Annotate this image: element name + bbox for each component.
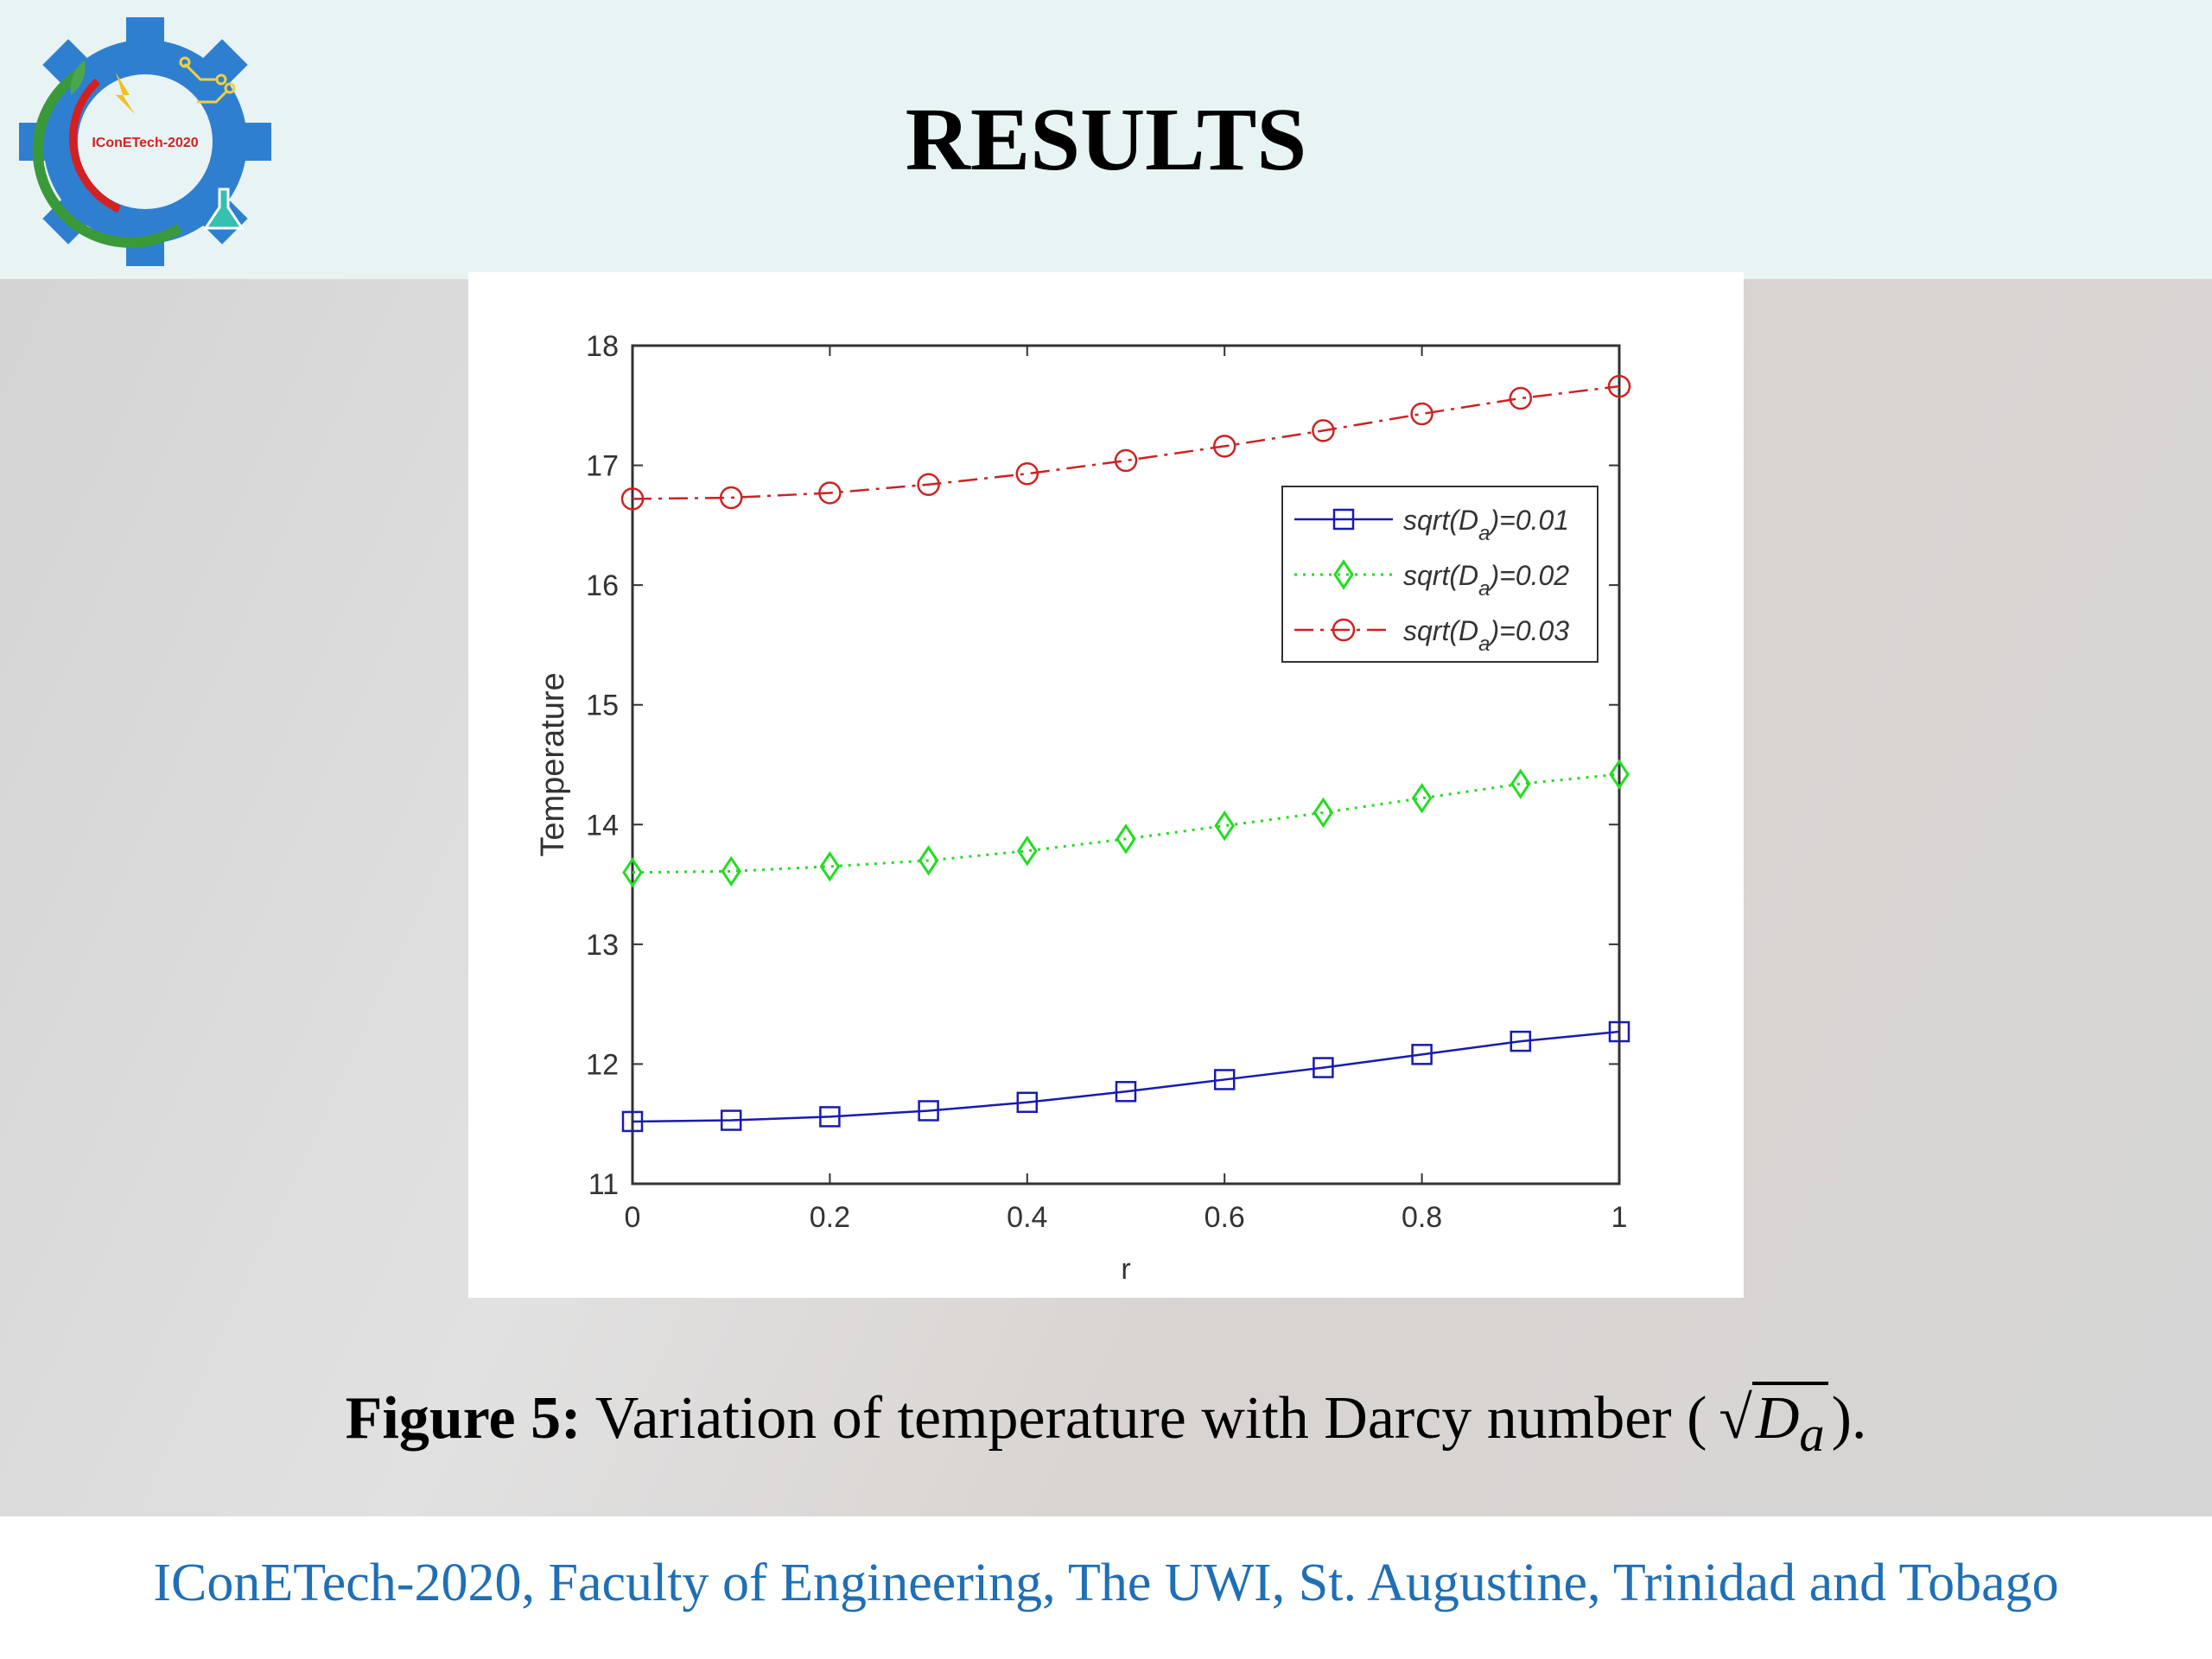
data-point (621, 1110, 644, 1133)
data-point (918, 1100, 939, 1122)
data-point (1015, 462, 1039, 486)
legend-marker (1332, 618, 1356, 642)
legend-marker (1333, 559, 1354, 590)
data-point (620, 487, 645, 511)
leaf-icon (70, 60, 86, 95)
series-line (632, 772, 1620, 874)
y-tick-label: 11 (588, 1168, 619, 1201)
data-point (1608, 1020, 1630, 1043)
legend-label: sqrt(Da)=0.01 (1403, 505, 1569, 545)
data-point (719, 486, 743, 510)
caption-lead: Figure 5: (345, 1385, 582, 1452)
slide-footer: IConETech-2020, Faculty of Engineering, … (0, 1516, 2212, 1659)
x-tick-label: 0.2 (810, 1201, 850, 1234)
y-tick-label: 14 (586, 809, 619, 842)
slide-title: RESULTS (905, 90, 1307, 189)
y-tick-label: 13 (586, 929, 619, 962)
data-point (1510, 1030, 1532, 1052)
x-tick-label: 0.8 (1402, 1201, 1442, 1234)
series-layer (620, 374, 1631, 1133)
caption-close: ). (1831, 1385, 1867, 1452)
slide-header: IConETech-2020 RESULTS (0, 0, 2212, 279)
data-point (917, 473, 940, 496)
legend-marker (1332, 508, 1355, 531)
series-1 (621, 1020, 1630, 1133)
footer-text: IConETech-2020, Faculty of Engineering, … (153, 1554, 2059, 1612)
data-point (721, 855, 742, 887)
iconetech-logo: IConETech-2020 (19, 17, 271, 266)
data-point (720, 1109, 742, 1131)
data-point (918, 845, 939, 876)
data-point (1114, 448, 1138, 473)
series-3 (620, 374, 1631, 511)
x-axis-label: r (1121, 1253, 1130, 1286)
data-point (1214, 810, 1236, 842)
sqrt-expression: √Da (1719, 1382, 1828, 1465)
data-point (818, 481, 842, 505)
data-point (1116, 823, 1136, 855)
legend-label: sqrt(Da)=0.02 (1403, 560, 1569, 601)
chart-figure: 0 0.2 0.4 0.6 0.8 1 11 12 13 14 15 16 17 18 r Tempera… (468, 272, 1744, 1298)
data-point (1411, 1044, 1433, 1065)
chart-legend: sqrt(Da)=0.01 sqrt(Da)=0.02 sqrt(Da)=0.03 (1281, 486, 1599, 663)
flask-icon (203, 188, 245, 230)
data-point (1509, 386, 1533, 410)
y-tick-label: 15 (586, 690, 619, 722)
data-point (1115, 1081, 1137, 1103)
data-point (1510, 768, 1531, 799)
caption-subscript: a (1799, 1406, 1825, 1462)
circuit-icon (179, 56, 236, 104)
plot-area (631, 344, 1621, 1185)
data-point (1312, 419, 1335, 442)
axis-ticks (632, 345, 1620, 1185)
data-point (1016, 836, 1038, 867)
radicand: Da (1751, 1382, 1828, 1462)
data-point (1313, 797, 1334, 829)
data-point (1212, 435, 1236, 458)
data-point (622, 857, 643, 888)
x-tick-label: 0.6 (1205, 1201, 1245, 1234)
y-tick-label: 12 (586, 1048, 619, 1081)
data-point (819, 1106, 841, 1128)
data-point (1609, 759, 1630, 790)
caption-radicand: D (1755, 1385, 1800, 1452)
series-line (632, 1030, 1620, 1123)
y-tick-label: 16 (586, 569, 619, 602)
y-tick-label: 18 (586, 330, 619, 363)
data-point (1213, 1069, 1236, 1090)
x-tick-label: 0 (625, 1201, 641, 1234)
data-point (1313, 1057, 1334, 1078)
data-point (1607, 374, 1631, 398)
data-point (819, 851, 841, 882)
sqrt-symbol-icon: √ (1719, 1385, 1752, 1452)
x-tick-label: 1 (1611, 1201, 1628, 1234)
x-tick-label: 0.4 (1007, 1201, 1047, 1234)
y-axis-label: Temperature (535, 672, 571, 856)
lightning-icon (116, 73, 135, 114)
logo-label: IConETech-2020 (92, 136, 198, 150)
logo-inner-circle (78, 74, 213, 209)
data-point (1411, 783, 1433, 814)
y-tick-label: 17 (586, 450, 619, 483)
caption-text: Variation of temperature with Darcy numb… (594, 1385, 1707, 1452)
legend-label: sqrt(Da)=0.03 (1403, 615, 1569, 656)
figure-caption: Figure 5: Variation of temperature with … (0, 1382, 2212, 1465)
data-point (1016, 1091, 1039, 1114)
series-2 (622, 759, 1630, 888)
data-point (1410, 402, 1433, 426)
